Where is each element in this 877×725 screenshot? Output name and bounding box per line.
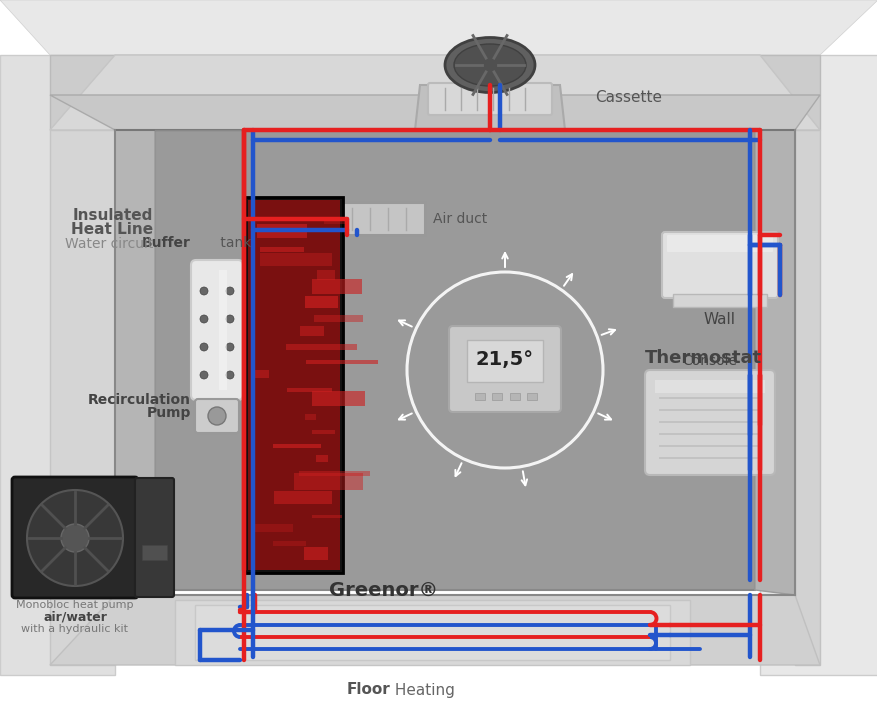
- Circle shape: [200, 287, 208, 295]
- FancyBboxPatch shape: [427, 83, 552, 115]
- Text: Insulated: Insulated: [73, 207, 153, 223]
- Polygon shape: [415, 85, 565, 130]
- Polygon shape: [195, 605, 669, 660]
- Bar: [245, 197, 343, 573]
- FancyBboxPatch shape: [135, 478, 174, 597]
- Text: Thermostat: Thermostat: [645, 349, 761, 367]
- Circle shape: [208, 407, 225, 425]
- Text: Wall: Wall: [703, 312, 735, 328]
- Bar: [324, 220, 345, 224]
- Ellipse shape: [445, 38, 534, 93]
- Bar: [314, 315, 362, 322]
- Bar: [316, 455, 328, 462]
- Bar: [273, 444, 321, 448]
- FancyBboxPatch shape: [645, 370, 774, 475]
- Circle shape: [200, 315, 208, 323]
- Circle shape: [225, 287, 234, 295]
- FancyBboxPatch shape: [12, 477, 138, 598]
- Bar: [304, 296, 338, 308]
- Bar: [300, 326, 324, 336]
- Text: 21,5°: 21,5°: [475, 349, 533, 368]
- Polygon shape: [115, 130, 155, 595]
- Bar: [311, 515, 342, 518]
- Bar: [474, 393, 484, 400]
- Circle shape: [61, 524, 89, 552]
- Bar: [299, 471, 369, 476]
- Text: Console: Console: [681, 354, 737, 368]
- Text: Air duct: Air duct: [432, 212, 487, 226]
- Polygon shape: [0, 0, 877, 55]
- Bar: [218, 270, 227, 390]
- FancyBboxPatch shape: [195, 399, 239, 433]
- Bar: [253, 370, 268, 378]
- Bar: [287, 388, 332, 392]
- Text: Buffer: Buffer: [142, 236, 191, 250]
- Polygon shape: [50, 55, 115, 130]
- Text: with a hydraulic kit: with a hydraulic kit: [21, 624, 128, 634]
- Circle shape: [200, 371, 208, 379]
- FancyBboxPatch shape: [191, 260, 243, 400]
- Bar: [526, 393, 537, 400]
- Polygon shape: [115, 55, 759, 130]
- Bar: [303, 547, 328, 560]
- Polygon shape: [759, 55, 819, 130]
- Polygon shape: [759, 55, 877, 675]
- Text: Pump: Pump: [146, 406, 191, 420]
- Text: Cassette: Cassette: [595, 89, 661, 104]
- Bar: [247, 200, 339, 570]
- Bar: [306, 360, 378, 364]
- Bar: [260, 253, 332, 266]
- Circle shape: [200, 343, 208, 351]
- Circle shape: [225, 371, 234, 379]
- Polygon shape: [50, 55, 819, 130]
- Text: Water circuit: Water circuit: [65, 237, 153, 251]
- FancyBboxPatch shape: [661, 232, 777, 298]
- Bar: [317, 270, 335, 280]
- Bar: [304, 414, 316, 420]
- Text: Monobloc heat pump: Monobloc heat pump: [17, 600, 133, 610]
- Polygon shape: [175, 600, 689, 665]
- Bar: [253, 524, 293, 532]
- Text: Greenor®: Greenor®: [329, 581, 438, 600]
- Text: tank: tank: [216, 236, 251, 250]
- Bar: [273, 541, 306, 546]
- Ellipse shape: [453, 44, 525, 86]
- Bar: [286, 344, 357, 350]
- Polygon shape: [50, 595, 819, 665]
- Polygon shape: [50, 130, 115, 665]
- Text: Heat Line: Heat Line: [71, 222, 153, 236]
- Polygon shape: [155, 130, 754, 590]
- Polygon shape: [0, 55, 115, 675]
- Bar: [311, 430, 335, 434]
- Bar: [491, 393, 502, 400]
- Text: air/water: air/water: [43, 610, 107, 624]
- Polygon shape: [794, 130, 819, 665]
- Bar: [311, 279, 361, 294]
- Bar: [270, 203, 424, 235]
- Bar: [673, 294, 766, 307]
- Bar: [260, 247, 303, 252]
- Polygon shape: [754, 130, 794, 595]
- Polygon shape: [50, 95, 819, 130]
- Bar: [311, 391, 365, 406]
- Bar: [257, 224, 307, 238]
- Text: Floor: Floor: [346, 682, 389, 697]
- Bar: [654, 380, 764, 393]
- FancyBboxPatch shape: [448, 326, 560, 412]
- Circle shape: [27, 490, 123, 586]
- Text: Recirculation: Recirculation: [88, 393, 191, 407]
- Bar: [274, 491, 332, 504]
- FancyBboxPatch shape: [667, 235, 772, 252]
- Circle shape: [225, 315, 234, 323]
- Bar: [142, 545, 167, 560]
- Bar: [294, 473, 362, 490]
- Bar: [510, 393, 519, 400]
- Bar: [467, 340, 542, 382]
- Circle shape: [225, 343, 234, 351]
- Text: Heating: Heating: [389, 682, 454, 697]
